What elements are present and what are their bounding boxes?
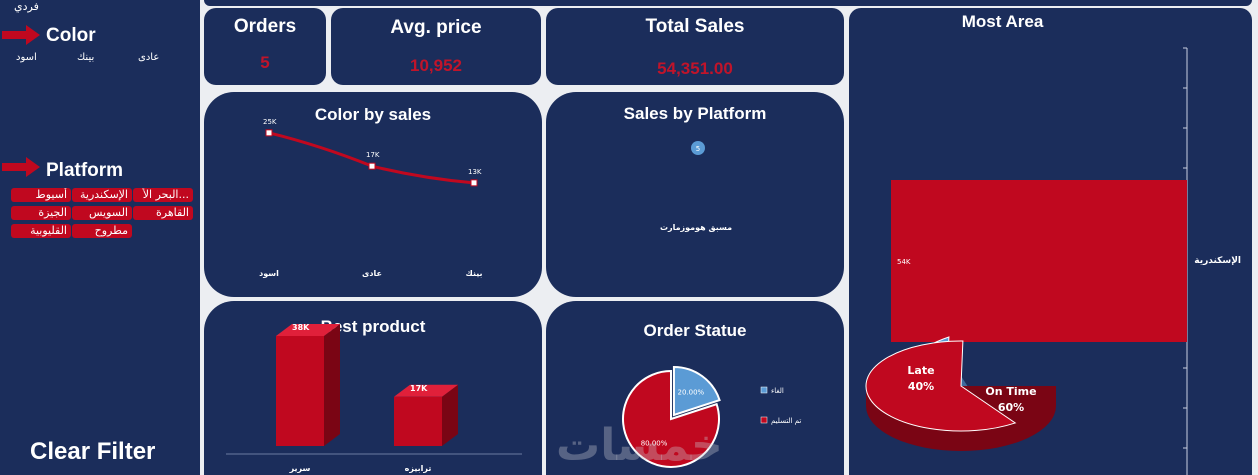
- ontime-label: On Time: [985, 385, 1036, 398]
- product-bar-top: [276, 324, 340, 336]
- color-sales-data-label: 17K: [366, 151, 380, 159]
- late-percent: 40%: [908, 380, 934, 393]
- product-x-tick: سرير: [289, 464, 311, 473]
- product-data-label: 17K: [410, 384, 428, 393]
- color-slicer: عادى بينك اسود: [0, 50, 200, 66]
- sales-by-platform-chart: 5 مسبق هوموزمارت: [660, 141, 732, 232]
- order-statue-chart: 20.00% 80.00% الغاء تم التسليم: [622, 365, 801, 468]
- area-y-tick-label: الإسكندرية: [1194, 256, 1241, 266]
- avg-price-title: Avg. price: [390, 17, 482, 38]
- total-sales-value: 54,351.00: [657, 59, 733, 78]
- platform-x-tick: مسبق هوموزمارت: [660, 223, 732, 232]
- total-sales-card: Total Sales 54,351.00: [546, 8, 844, 85]
- color-by-sales-chart: 25K اسود 17K عادى 13K بينك: [259, 118, 483, 278]
- platform-slicer-item[interactable]: مطروح: [72, 224, 132, 238]
- color-by-sales-card: Color by sales 25K اسود 17K عادى 13K بينك: [204, 92, 542, 297]
- product-data-label: 38K: [292, 323, 310, 332]
- avg-price-card: Avg. price 10,952: [331, 8, 541, 85]
- best-product-card: Best product 38K سرير 17K ترابيزه: [204, 301, 542, 475]
- color-heading: Color: [46, 25, 96, 46]
- platform-point: [691, 141, 705, 155]
- total-sales-title: Total Sales: [645, 16, 745, 37]
- product-x-tick: ترابيزه: [405, 464, 432, 473]
- best-product-chart: 38K سرير 17K ترابيزه: [226, 323, 522, 473]
- color-sales-x-tick: اسود: [259, 269, 279, 278]
- order-pie-data-label: 20.00%: [678, 389, 705, 397]
- order-statue-card: Order Statue 20.00% 80.00% الغاء تم التسليم: [546, 301, 844, 475]
- color-slicer-item[interactable]: بينك: [77, 52, 95, 63]
- platform-slicer-item[interactable]: السويس: [72, 206, 132, 220]
- platform-slicer: البحر الأ... الإسكندرية أسيوط القاهرة ال…: [0, 188, 200, 248]
- sidebar: فردي Color عادى بينك اسود Platform البحر…: [0, 0, 200, 475]
- product-bar-top: [394, 384, 458, 397]
- color-sales-point: [265, 129, 273, 137]
- color-sales-data-label: 13K: [468, 168, 482, 176]
- best-product-title: Best product: [320, 317, 426, 336]
- orders-title: Orders: [233, 16, 297, 37]
- orders-card: Orders 5: [204, 8, 326, 85]
- area-bar: [891, 180, 1187, 342]
- order-legend-swatch: [760, 416, 768, 424]
- color-slicer-item[interactable]: عادى: [138, 52, 160, 63]
- product-bar-side: [442, 384, 458, 446]
- most-area-chart: 54K الإسكندرية Late 40% On Time 60%: [865, 47, 1241, 475]
- platform-heading: Platform: [46, 160, 124, 181]
- most-area-card: Most Area 54K الإسكندرية Late 40% On Time 60%: [849, 8, 1252, 475]
- clear-filter-button[interactable]: Clear Filter: [30, 438, 156, 465]
- color-by-sales-title: Color by sales: [314, 105, 432, 124]
- order-pie-slice: [622, 369, 720, 468]
- color-sales-x-tick: بينك: [466, 269, 483, 278]
- color-sales-point: [368, 162, 376, 170]
- color-sales-x-tick: عادى: [362, 269, 382, 278]
- order-pie-data-label: 80.00%: [641, 439, 668, 447]
- platform-slicer-item[interactable]: القاهرة: [133, 206, 193, 220]
- product-bar-side: [324, 324, 340, 446]
- most-area-title: Most Area: [961, 12, 1044, 31]
- product-bar: [394, 396, 442, 446]
- color-sales-point: [470, 179, 478, 187]
- product-bar: [276, 336, 324, 446]
- order-statue-title: Order Statue: [643, 321, 747, 340]
- platform-slicer-item[interactable]: الإسكندرية: [72, 188, 132, 202]
- top-label: فردي: [14, 0, 39, 13]
- order-legend-label: الغاء: [771, 387, 784, 395]
- late-label: Late: [907, 364, 934, 377]
- color-slicer-item[interactable]: اسود: [16, 52, 37, 63]
- arrow-right-icon: [2, 157, 40, 177]
- order-legend-swatch: [760, 386, 768, 394]
- area-data-label: 54K: [897, 258, 911, 266]
- orders-value: 5: [260, 53, 270, 72]
- ontime-slice: [865, 340, 1017, 432]
- watermark: خمسات: [556, 420, 723, 471]
- order-legend-label: تم التسليم: [771, 417, 801, 425]
- avg-price-value: 10,952: [410, 56, 462, 75]
- platform-slicer-item[interactable]: الجيزة: [11, 206, 71, 220]
- order-pie-slice: [672, 365, 721, 417]
- sales-by-platform-card: Sales by Platform 5 مسبق هوموزمارت: [546, 92, 844, 297]
- top-strip: [204, 0, 1252, 6]
- color-sales-data-label: 25K: [263, 118, 277, 126]
- sales-by-platform-title: Sales by Platform: [623, 104, 767, 123]
- platform-data-label: 5: [696, 145, 700, 153]
- platform-slicer-item[interactable]: البحر الأ...: [133, 188, 193, 202]
- arrow-right-icon: [2, 25, 40, 45]
- platform-slicer-item[interactable]: القليوبية: [11, 224, 71, 238]
- ontime-percent: 60%: [998, 401, 1024, 414]
- platform-slicer-item[interactable]: أسيوط: [11, 188, 71, 202]
